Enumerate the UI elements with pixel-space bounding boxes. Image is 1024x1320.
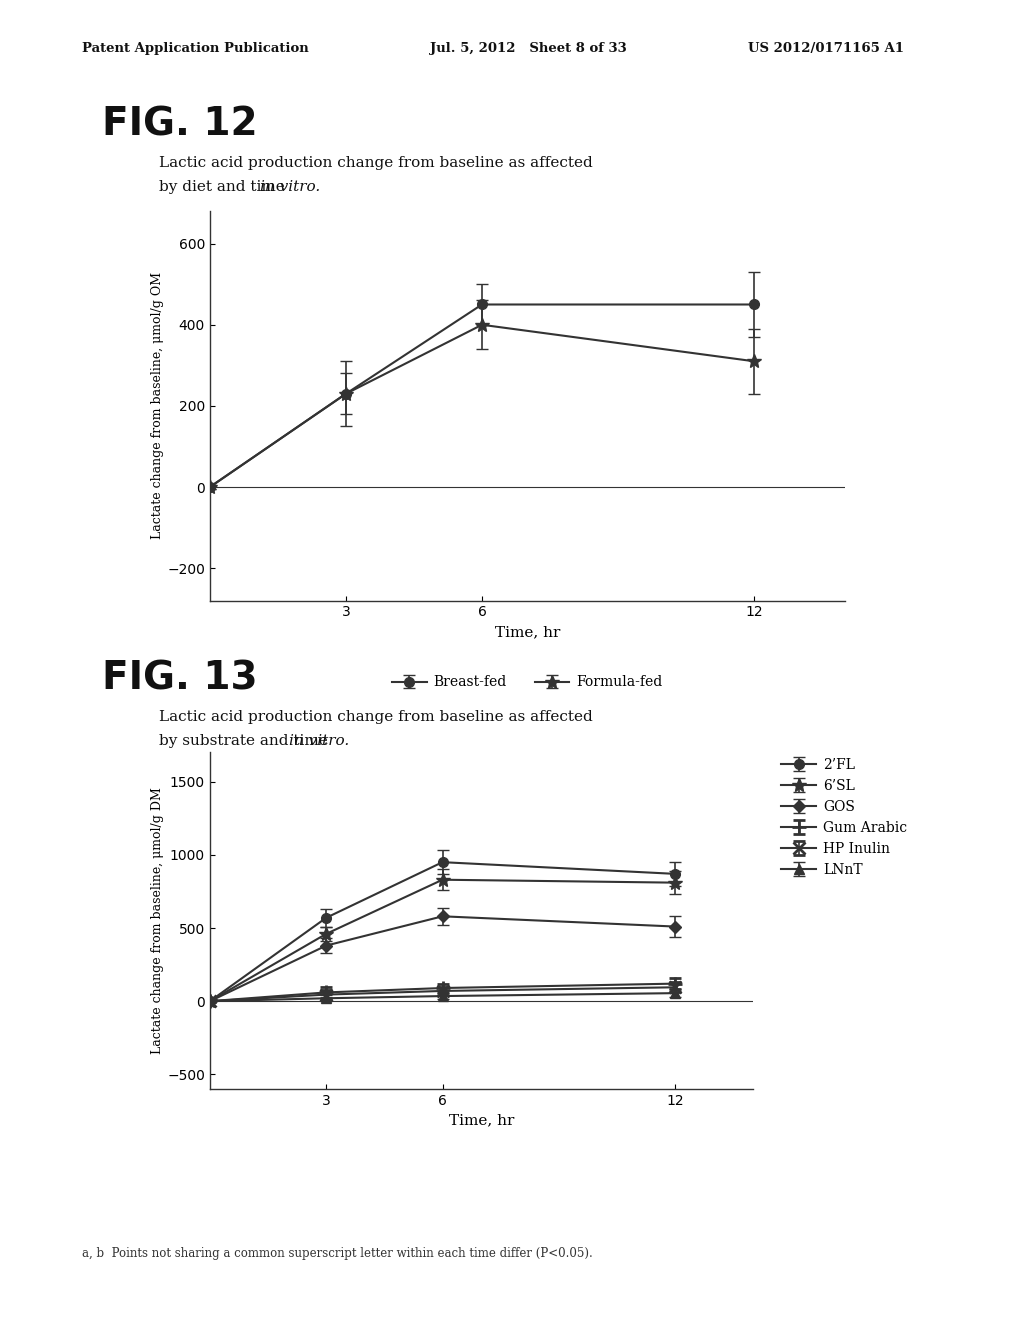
Text: Lactic acid production change from baseline as affected: Lactic acid production change from basel… — [159, 710, 593, 725]
X-axis label: Time, hr: Time, hr — [449, 1113, 514, 1127]
Text: Jul. 5, 2012   Sheet 8 of 33: Jul. 5, 2012 Sheet 8 of 33 — [430, 42, 627, 55]
Text: FIG. 12: FIG. 12 — [102, 106, 258, 144]
Y-axis label: Lactate change from baseline, μmol/g OM: Lactate change from baseline, μmol/g OM — [152, 272, 165, 540]
Text: US 2012/0171165 A1: US 2012/0171165 A1 — [748, 42, 903, 55]
Text: Lactic acid production change from baseline as affected: Lactic acid production change from basel… — [159, 156, 593, 170]
Text: by diet and time: by diet and time — [159, 180, 290, 194]
Legend: Breast-fed, Formula-fed: Breast-fed, Formula-fed — [386, 669, 669, 694]
Text: by substrate and time: by substrate and time — [159, 734, 333, 748]
X-axis label: Time, hr: Time, hr — [495, 624, 560, 639]
Y-axis label: Lactate change from baseline, μmol/g DM: Lactate change from baseline, μmol/g DM — [152, 787, 165, 1055]
Text: FIG. 13: FIG. 13 — [102, 660, 258, 698]
Legend: 2’FL, 6’SL, GOS, Gum Arabic, HP Inulin, LNnT: 2’FL, 6’SL, GOS, Gum Arabic, HP Inulin, … — [776, 752, 912, 883]
Text: Patent Application Publication: Patent Application Publication — [82, 42, 308, 55]
Text: a, b  Points not sharing a common superscript letter within each time differ (P<: a, b Points not sharing a common supersc… — [82, 1247, 593, 1261]
Text: in vitro.: in vitro. — [260, 180, 319, 194]
Text: in vitro.: in vitro. — [290, 734, 349, 748]
